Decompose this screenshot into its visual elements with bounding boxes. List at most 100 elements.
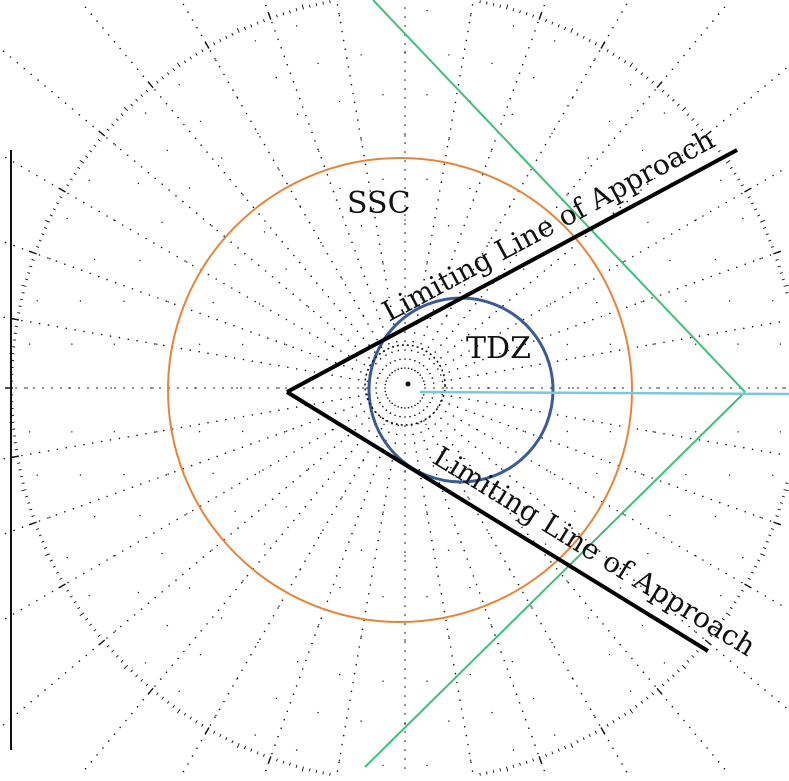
scale-tick bbox=[45, 220, 50, 222]
grid-spoke-dot bbox=[397, 406, 399, 408]
grid-ring-dot bbox=[566, 580, 567, 581]
grid-spoke-dot bbox=[73, 267, 75, 269]
grid-ring-dot bbox=[382, 263, 383, 264]
grid-spoke-dot bbox=[702, 559, 704, 561]
grid-spoke-dot bbox=[301, 425, 303, 427]
grid-spoke-dot bbox=[192, 510, 194, 512]
grid-spoke-dot bbox=[649, 387, 651, 389]
grid-ring-dot bbox=[286, 430, 287, 431]
grid-ring-dot bbox=[641, 301, 642, 302]
grid-spoke-dot bbox=[354, 429, 356, 431]
grid-ring-dot bbox=[115, 144, 116, 145]
grid-ring-dot bbox=[530, 387, 531, 388]
grid-spoke-dot bbox=[712, 754, 714, 756]
grid-spoke-dot bbox=[394, 405, 396, 407]
grid-spoke-dot bbox=[125, 55, 127, 57]
grid-ring-dot bbox=[383, 424, 384, 425]
grid-spoke-dot bbox=[345, 317, 347, 319]
grid-spoke-dot bbox=[384, 270, 386, 272]
grid-ring-dot bbox=[200, 121, 201, 122]
scale-tick bbox=[244, 746, 245, 749]
scale-tick bbox=[577, 33, 578, 36]
grid-spoke-dot bbox=[391, 460, 393, 462]
grid-spoke-dot bbox=[203, 218, 205, 220]
grid-ring-dot bbox=[199, 431, 200, 432]
scale-tick bbox=[78, 607, 81, 609]
grid-spoke-dot bbox=[426, 406, 428, 408]
grid-spoke-dot bbox=[468, 399, 470, 401]
grid-spoke-dot bbox=[301, 328, 303, 330]
grid-spoke-dot bbox=[621, 11, 623, 13]
grid-spoke-dot bbox=[620, 131, 622, 133]
grid-spoke-dot bbox=[272, 276, 274, 278]
grid-spoke-dot bbox=[442, 381, 444, 383]
grid-spoke-dot bbox=[522, 711, 524, 713]
grid-ring-dot bbox=[642, 150, 643, 151]
scale-tick bbox=[745, 584, 752, 588]
grid-spoke-dot bbox=[404, 160, 406, 162]
grid-spoke-dot bbox=[398, 350, 400, 352]
grid-spoke-dot bbox=[57, 326, 59, 328]
grid-spoke-dot bbox=[225, 356, 227, 358]
scale-tick bbox=[493, 770, 494, 773]
grid-spoke-dot bbox=[348, 66, 350, 68]
relative-motion-bearing-line bbox=[420, 392, 789, 394]
grid-ring-dot bbox=[186, 513, 187, 514]
grid-spoke-dot bbox=[161, 528, 163, 530]
grid-spoke-dot bbox=[404, 623, 406, 625]
grid-spoke-dot bbox=[108, 740, 110, 742]
grid-spoke-dot bbox=[679, 229, 681, 231]
grid-spoke-dot bbox=[577, 487, 579, 489]
grid-spoke-dot bbox=[122, 550, 124, 552]
grid-spoke-dot bbox=[585, 603, 587, 605]
grid-ring-dot bbox=[361, 225, 362, 226]
grid-spoke-dot bbox=[58, 678, 60, 680]
grid-spoke-dot bbox=[351, 533, 353, 535]
scale-tick bbox=[44, 547, 47, 548]
grid-spoke-dot bbox=[102, 27, 104, 29]
grid-spoke-dot bbox=[577, 287, 579, 289]
grid-spoke-dot bbox=[515, 323, 517, 325]
grid-spoke-dot bbox=[533, 340, 535, 342]
grid-ring-dot bbox=[382, 681, 383, 682]
scale-tick bbox=[173, 705, 175, 708]
grid-spoke-dot bbox=[183, 124, 185, 126]
grid-spoke-dot bbox=[706, 27, 708, 29]
scale-tick bbox=[607, 49, 609, 52]
grid-spoke-dot bbox=[463, 317, 465, 319]
grid-spoke-dot bbox=[631, 117, 633, 119]
grid-spoke-dot bbox=[616, 265, 618, 267]
grid-ring-dot bbox=[426, 681, 427, 682]
grid-spoke-dot bbox=[110, 335, 112, 337]
scale-tick bbox=[526, 761, 527, 764]
grid-spoke-dot bbox=[612, 27, 614, 29]
grid-spoke-dot bbox=[681, 338, 683, 340]
grid-ring-dot bbox=[491, 712, 492, 713]
grid-spoke-dot bbox=[601, 316, 603, 318]
grid-ring-dot bbox=[234, 511, 235, 512]
grid-spoke-dot bbox=[737, 108, 739, 110]
grid-spoke-dot bbox=[210, 224, 212, 226]
grid-spoke-dot bbox=[423, 380, 425, 382]
grid-spoke-dot bbox=[309, 553, 311, 555]
grid-spoke-dot bbox=[17, 713, 19, 715]
grid-spoke-dot bbox=[404, 232, 406, 234]
scale-tick bbox=[646, 77, 648, 79]
grid-spoke-dot bbox=[241, 670, 243, 672]
grid-spoke-dot bbox=[525, 56, 527, 58]
grid-ring-dot bbox=[488, 533, 489, 534]
grid-spoke-dot bbox=[436, 566, 438, 568]
grid-spoke-dot bbox=[456, 682, 458, 684]
grid-spoke-dot bbox=[404, 704, 406, 706]
grid-spoke-dot bbox=[677, 288, 679, 290]
scale-tick bbox=[500, 768, 501, 771]
grid-spoke-dot bbox=[608, 35, 610, 37]
grid-ring-dot bbox=[71, 343, 72, 344]
grid-spoke-dot bbox=[349, 397, 351, 399]
scale-tick bbox=[682, 665, 686, 669]
grid-spoke-dot bbox=[537, 753, 539, 755]
scale-tick bbox=[734, 173, 737, 175]
scale-tick bbox=[734, 602, 737, 604]
grid-spoke-dot bbox=[702, 279, 704, 281]
scale-tick bbox=[487, 771, 488, 774]
